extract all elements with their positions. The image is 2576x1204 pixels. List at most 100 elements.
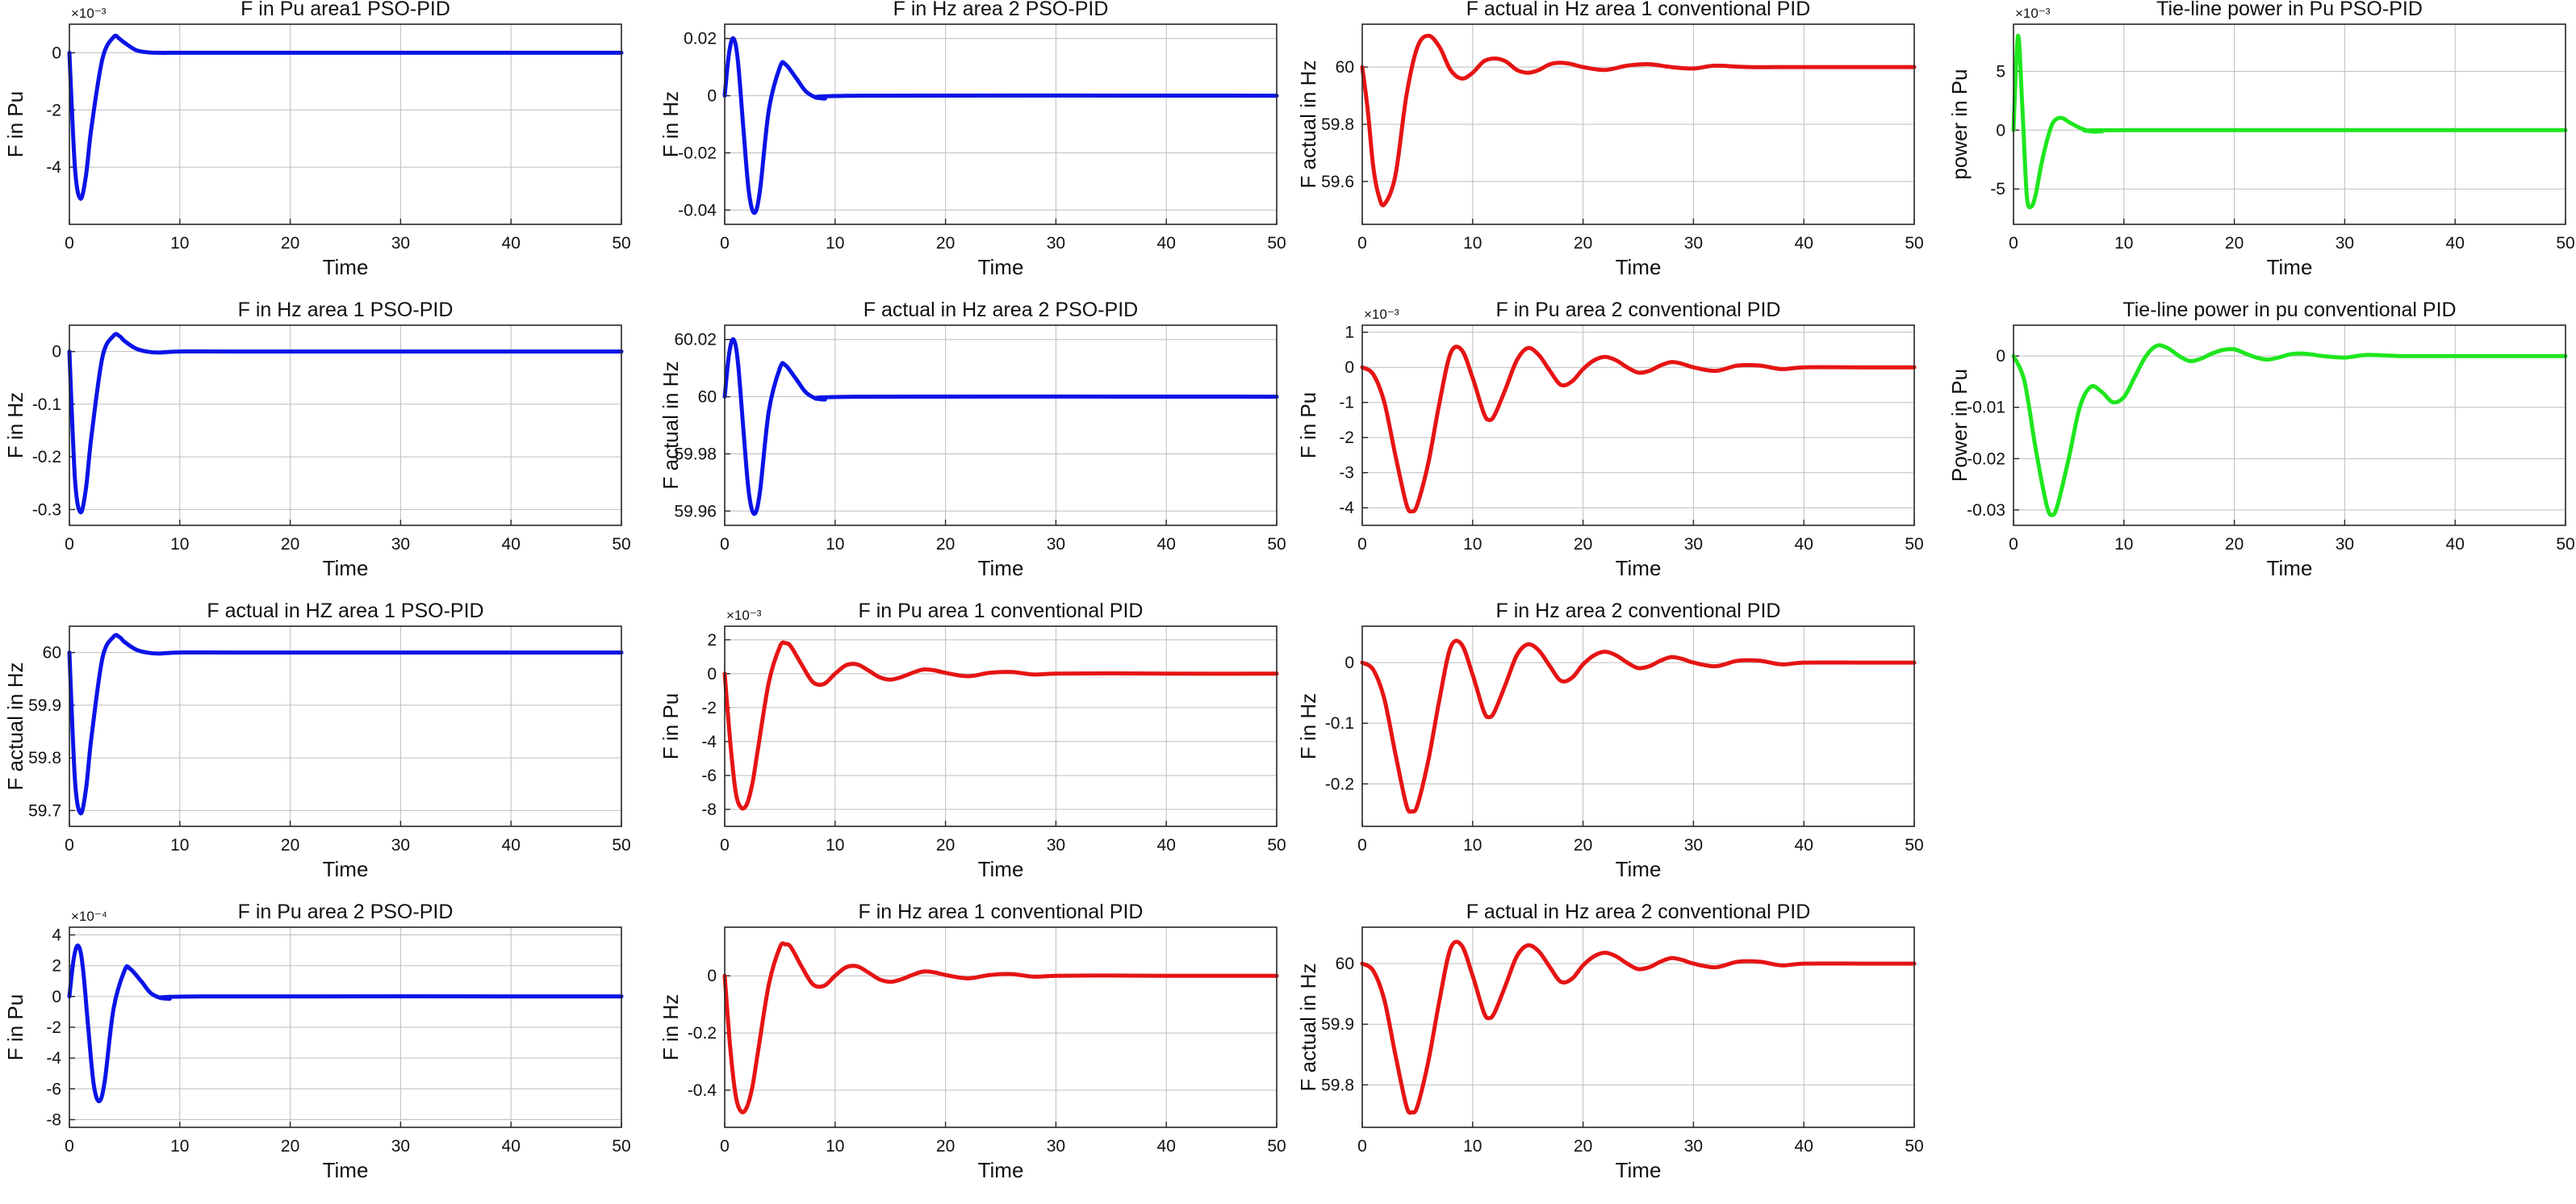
subplot-3: 0 10 20 30 40 50 60 59.8 59.6 F actual in Hz area…: [1296, 0, 1924, 279]
x-tick-label: 30: [1047, 836, 1065, 855]
x-tick-label: 0: [65, 535, 74, 554]
y-tick-label: 60: [698, 388, 717, 407]
x-tick-label: 10: [1463, 535, 1482, 554]
x-tick-label: 20: [1574, 836, 1592, 855]
y-tick-label: 59.8: [28, 749, 61, 767]
y-tick-label: 60: [1336, 58, 1354, 77]
x-axis-label: Time: [323, 255, 369, 279]
plot-title: F in Hz area 1 conventional PID: [859, 901, 1144, 923]
x-axis-label: Time: [978, 857, 1024, 881]
plot-title: F in Pu area1 PSO-PID: [240, 0, 450, 20]
y-tick-label: -0.03: [1967, 501, 2005, 520]
plot-title: F in Pu area 1 conventional PID: [859, 600, 1144, 622]
x-tick-label: 10: [170, 535, 189, 554]
x-axis-label: Time: [978, 1158, 1024, 1182]
x-tick-label: 20: [281, 535, 299, 554]
plot-area: [2014, 325, 2566, 525]
x-tick-label: 40: [1157, 1137, 1176, 1156]
x-tick-label: 50: [1267, 535, 1286, 554]
y-tick-label: -0.2: [32, 448, 61, 466]
y-tick-label: -1: [1339, 394, 1354, 412]
x-tick-label: 30: [391, 535, 410, 554]
axes-frame: [724, 324, 1278, 526]
y-tick-label: 0: [1344, 358, 1354, 377]
x-tick-label: 30: [1684, 535, 1703, 554]
x-tick-label: 40: [1795, 535, 1813, 554]
x-tick-label: 10: [1463, 234, 1482, 253]
y-tick-label: 5: [1996, 62, 2005, 81]
y-tick-label: -4: [46, 1049, 61, 1068]
y-tick-label: 2: [52, 957, 61, 976]
plot-area: [725, 626, 1277, 826]
x-tick-label: 20: [936, 836, 955, 855]
y-tick-label: 59.6: [1321, 173, 1354, 191]
x-tick-label: 0: [1357, 234, 1367, 253]
x-tick-label: 10: [826, 836, 844, 855]
x-tick-label: 50: [1905, 535, 1923, 554]
x-tick-label: 10: [826, 1137, 844, 1156]
y-tick-label: 60: [1336, 955, 1354, 973]
y-tick-label: -2: [46, 101, 61, 119]
axes-frame: [1361, 23, 1915, 225]
x-axis-label: Time: [323, 556, 369, 580]
subplot-8: 0 10 20 30 40 50 0 -0.01 -0.02 -0.03 Tie-line powe…: [1947, 299, 2575, 580]
x-tick-label: 30: [391, 234, 410, 253]
y-tick-label: -8: [701, 801, 717, 819]
x-tick-label: 40: [502, 535, 521, 554]
y-tick-label: -2: [1339, 429, 1354, 447]
x-axis-label: Time: [2267, 255, 2313, 279]
x-tick-label: 40: [502, 1137, 521, 1156]
y-tick-label: 59.8: [1321, 115, 1354, 134]
axes-frame: [1361, 926, 1915, 1128]
x-tick-label: 10: [826, 234, 844, 253]
y-tick-label: 0: [1344, 654, 1354, 672]
series-line: [722, 337, 1279, 516]
subplot-6: 0 10 20 30 40 50 60.02 60 59.98 59.96 F actual in …: [659, 299, 1286, 580]
series-line: [2011, 34, 2568, 210]
x-tick-label: 0: [1357, 836, 1367, 855]
y-tick-label: -0.02: [678, 144, 717, 162]
series-line: [722, 640, 1279, 811]
x-tick-label: 40: [1157, 836, 1176, 855]
x-tick-label: 30: [1047, 234, 1065, 253]
subplot-13: 0 10 20 30 40 50 0 -0.2 -0.4 F in Hz area 1 conve…: [659, 901, 1286, 1182]
plot-area: [1362, 927, 1914, 1127]
x-axis-label: Time: [1616, 255, 1662, 279]
series-line: [67, 332, 624, 515]
y-axis-label: F in Pu: [3, 91, 27, 157]
x-tick-label: 10: [170, 836, 189, 855]
x-axis-label: Time: [2267, 556, 2313, 580]
subplot-14: 0 10 20 30 40 50 60 59.9 59.8 F actual in Hz area…: [1296, 901, 1924, 1182]
y-tick-label: 0: [707, 87, 717, 106]
axes-frame: [724, 926, 1278, 1128]
series-line: [1360, 638, 1917, 814]
x-tick-label: 0: [1357, 1137, 1367, 1156]
axes-frame: [1361, 324, 1915, 526]
x-tick-label: 50: [612, 1137, 630, 1156]
axes-frame: [69, 926, 622, 1128]
y-axis-label: power in Pu: [1947, 69, 1972, 179]
series-line: [67, 943, 624, 1104]
y-tick-label: 2: [707, 631, 717, 650]
x-tick-label: 50: [2556, 535, 2574, 554]
y-tick-label: -0.1: [32, 395, 61, 414]
x-tick-label: 30: [2336, 535, 2354, 554]
plot-title: F in Hz area 1 PSO-PID: [238, 299, 454, 321]
subplot-5: 0 10 20 30 40 50 0 -0.1 -0.2 -0.3 F in Hz area 1 P…: [3, 299, 631, 580]
y-tick-label: 0: [52, 343, 61, 362]
x-tick-label: 20: [281, 836, 299, 855]
x-tick-label: 40: [1795, 234, 1813, 253]
x-tick-label: 40: [1157, 535, 1176, 554]
y-tick-label: 0: [1996, 121, 2005, 140]
y-tick-label: -5: [1990, 180, 2005, 199]
series-line: [1360, 33, 1917, 207]
axes-frame: [2013, 324, 2566, 526]
plot-title: F actual in Hz area 2 conventional PID: [1466, 901, 1811, 923]
x-tick-label: 50: [1267, 1137, 1286, 1156]
x-tick-label: 20: [1574, 535, 1592, 554]
x-tick-label: 40: [502, 234, 521, 253]
y-tick-label: 4: [52, 926, 61, 945]
x-tick-label: 0: [1357, 535, 1367, 554]
